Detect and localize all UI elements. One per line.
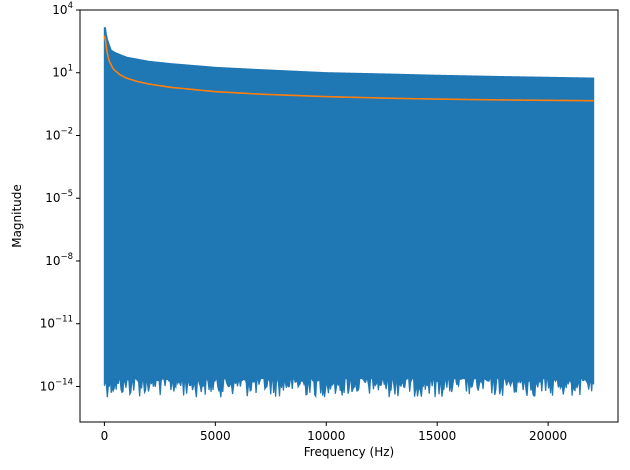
x-tick-label: 0	[101, 429, 109, 443]
y-tick-label: 10−11	[40, 315, 73, 331]
y-tick-exponent: −11	[55, 315, 73, 325]
y-tick-exponent: −5	[60, 189, 73, 199]
y-tick-label: 10−5	[45, 189, 73, 205]
y-tick-base: 10	[40, 379, 55, 393]
y-tick-label: 10−2	[45, 126, 73, 142]
axes-frame	[79, 9, 619, 423]
x-tick-label: 20000	[529, 429, 567, 443]
plot-area	[103, 27, 595, 399]
y-tick-base: 10	[45, 254, 60, 268]
y-tick-base: 10	[45, 128, 60, 142]
y-tick-exponent: −14	[55, 377, 73, 387]
y-axis-label: Magnitude	[10, 184, 24, 248]
y-tick-label: 104	[52, 1, 73, 17]
series-1-line	[103, 35, 594, 102]
y-tick-base: 10	[52, 3, 67, 17]
y-tick-label: 101	[52, 64, 73, 80]
y-tick-label: 10−8	[45, 252, 73, 268]
x-axis: 0 5000 10000 15000 20000	[101, 422, 567, 443]
x-tick-label: 15000	[418, 429, 456, 443]
y-tick-base: 10	[45, 191, 60, 205]
y-tick-label: 10−14	[40, 377, 73, 393]
y-tick-base: 10	[40, 317, 55, 331]
x-tick-label: 5000	[200, 429, 231, 443]
y-tick-exponent: −2	[60, 126, 73, 136]
x-axis-label: Frequency (Hz)	[304, 445, 395, 459]
series-0-band	[103, 27, 595, 399]
y-tick-base: 10	[52, 66, 67, 80]
x-tick-label: 10000	[307, 429, 345, 443]
y-tick-exponent: 1	[68, 64, 73, 74]
y-tick-exponent: −8	[60, 252, 73, 262]
y-tick-exponent: 4	[68, 1, 73, 11]
